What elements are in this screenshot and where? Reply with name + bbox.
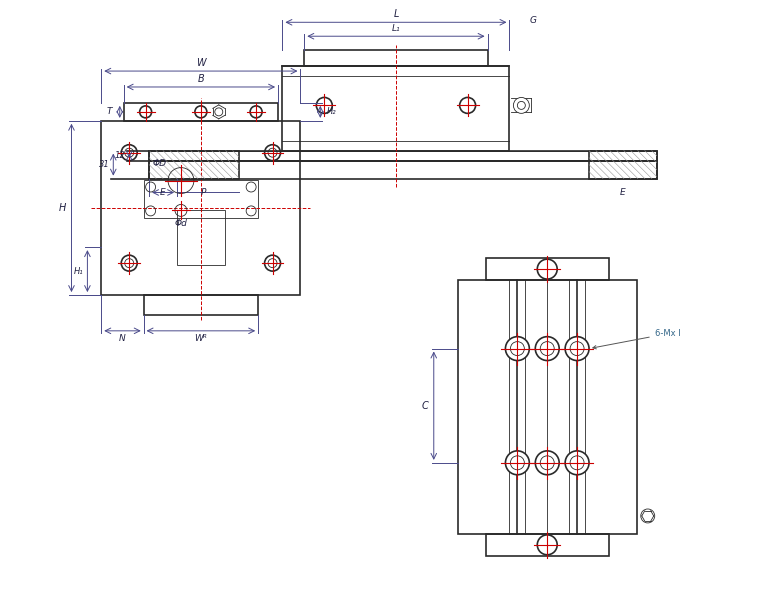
Text: H: H bbox=[59, 203, 66, 213]
Circle shape bbox=[505, 451, 529, 475]
Text: C: C bbox=[421, 401, 428, 411]
Text: ΦD: ΦD bbox=[152, 159, 166, 168]
Text: 31: 31 bbox=[99, 160, 109, 169]
Bar bbox=[177, 210, 225, 265]
Text: Φd: Φd bbox=[175, 219, 187, 228]
Text: E: E bbox=[620, 188, 626, 197]
Circle shape bbox=[514, 97, 529, 113]
Text: L: L bbox=[393, 9, 399, 19]
Bar bbox=[149, 150, 657, 160]
Bar bbox=[283, 66, 510, 150]
Text: N: N bbox=[119, 335, 126, 343]
Text: Wᴿ: Wᴿ bbox=[195, 335, 207, 343]
Text: 6-Mx l: 6-Mx l bbox=[593, 329, 681, 349]
Bar bbox=[124, 103, 278, 121]
Text: H₁: H₁ bbox=[74, 267, 83, 276]
Text: G: G bbox=[530, 16, 537, 25]
Text: E: E bbox=[160, 188, 166, 197]
Text: T: T bbox=[107, 107, 112, 116]
Bar bbox=[149, 150, 239, 179]
Bar bbox=[144, 295, 258, 315]
Text: L₁: L₁ bbox=[392, 24, 400, 33]
Text: B: B bbox=[197, 74, 204, 84]
Text: H₂: H₂ bbox=[326, 107, 336, 116]
Circle shape bbox=[535, 337, 559, 360]
Bar bbox=[486, 534, 609, 556]
Bar bbox=[149, 160, 657, 179]
Text: P: P bbox=[201, 188, 206, 197]
Bar bbox=[144, 180, 258, 218]
Circle shape bbox=[565, 451, 589, 475]
Bar bbox=[486, 258, 609, 280]
Text: W: W bbox=[196, 58, 206, 68]
Bar bbox=[102, 121, 300, 295]
Circle shape bbox=[537, 535, 557, 555]
Circle shape bbox=[535, 451, 559, 475]
Circle shape bbox=[565, 337, 589, 360]
Bar bbox=[304, 50, 487, 66]
Bar bbox=[457, 280, 637, 534]
Circle shape bbox=[505, 337, 529, 360]
Bar bbox=[589, 150, 657, 179]
Text: 12: 12 bbox=[115, 151, 126, 160]
Circle shape bbox=[537, 259, 557, 279]
